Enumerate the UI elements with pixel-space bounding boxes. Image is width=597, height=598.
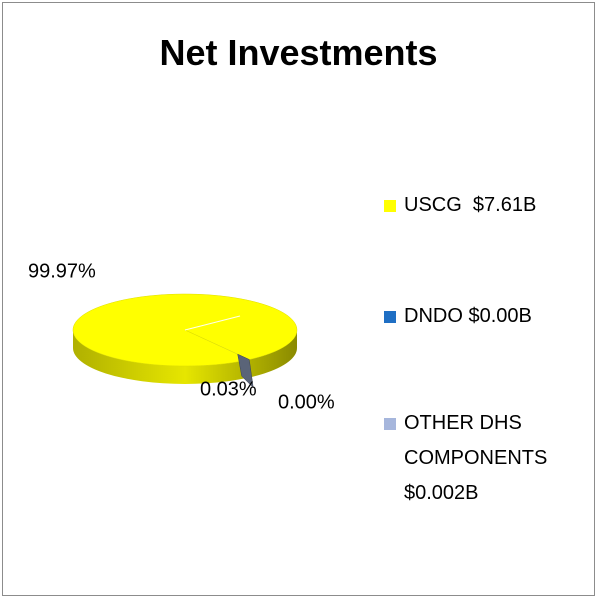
data-label: 0.00% <box>278 391 335 413</box>
data-label: 99.97% <box>28 260 96 282</box>
data-label: 0.03% <box>200 378 257 400</box>
legend-item: USCG $7.61B <box>384 188 584 223</box>
pie-slice <box>185 330 250 360</box>
legend-item: DNDO $0.00B <box>384 299 584 334</box>
legend-label: DNDO $0.00B <box>404 305 532 327</box>
pie-slice <box>73 294 297 366</box>
legend-label: OTHER DHS COMPONENTS $0.002B <box>404 412 553 504</box>
pie-highlight <box>184 315 241 331</box>
pie-slice-face <box>237 353 254 389</box>
chart-title: Net Investments <box>159 32 438 73</box>
legend-swatch <box>384 311 396 323</box>
legend-swatch <box>384 200 396 212</box>
legend-label: USCG $7.61B <box>404 194 537 216</box>
legend-item: OTHER DHS COMPONENTS $0.002B <box>384 406 584 511</box>
legend-swatch <box>384 418 396 430</box>
